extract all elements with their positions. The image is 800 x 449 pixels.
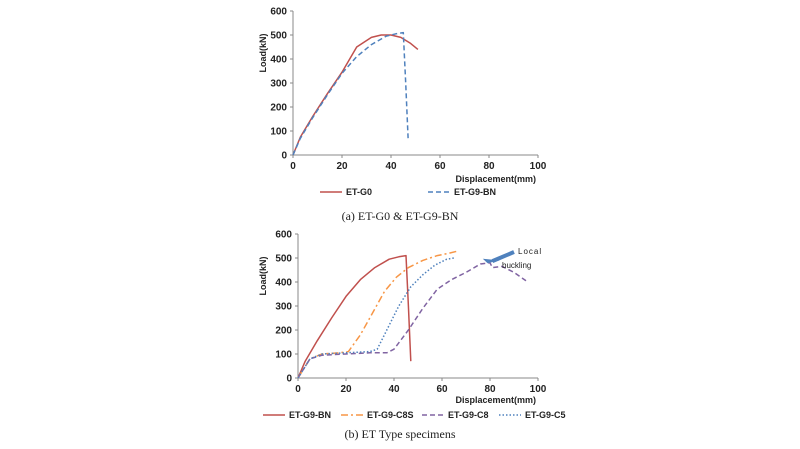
- x-tick-label: 80: [484, 384, 496, 395]
- annotation-line2: buckling: [502, 261, 531, 270]
- legend-label: ET-G9-C8: [448, 410, 489, 420]
- x-tick-label: 0: [295, 384, 301, 395]
- x-tick-label: 20: [340, 384, 352, 395]
- annotation-line1: Local: [518, 247, 542, 256]
- y-tick-label: 600: [270, 7, 287, 18]
- y-tick-label: 300: [275, 302, 292, 313]
- y-tick-label: 500: [270, 31, 287, 42]
- y-axis-label: Load(kN): [258, 34, 268, 73]
- x-axis-label: Displacement(mm): [455, 395, 536, 405]
- legend-label: ET-G9-C5: [525, 410, 566, 420]
- series-line-et-g9-bn: [292, 31, 409, 156]
- y-tick-label: 300: [270, 79, 287, 90]
- x-tick-label: 40: [385, 161, 397, 172]
- x-tick-label: 100: [530, 384, 547, 395]
- y-tick-label: 600: [275, 230, 292, 241]
- series-line-et-g9-c8s: [297, 250, 459, 379]
- local-buckling-arrow: [491, 250, 515, 263]
- legend-label: ET-G9-C8S: [367, 410, 414, 420]
- x-tick-label: 80: [483, 161, 495, 172]
- series-line-et-g0: [292, 34, 419, 156]
- x-tick-label: 40: [388, 384, 400, 395]
- y-tick-label: 500: [275, 254, 292, 265]
- series-line-et-g9-c5: [297, 257, 455, 379]
- chart-b: 0 100 200 300 400 500 600 0 20 40 60 80 100 Load(kN) D…: [258, 230, 566, 421]
- x-tick-label: 60: [436, 384, 448, 395]
- y-tick-label: 400: [275, 278, 292, 289]
- legend-label: ET-G9-BN: [454, 187, 496, 197]
- legend-label: ET-G0: [346, 187, 372, 197]
- arrow-head-icon: [482, 258, 500, 264]
- series-line-et-g9-bn: [297, 254, 412, 379]
- y-axis-label: Load(kN): [258, 257, 268, 296]
- y-tick-label: 200: [270, 103, 287, 114]
- chart-a: 0 100 200 300 400 500 600 0 20 40 60 80 100 Load(kN) D…: [258, 7, 547, 198]
- y-tick-label: 400: [270, 55, 287, 66]
- x-tick-label: 100: [530, 161, 547, 172]
- x-tick-label: 0: [290, 161, 296, 172]
- y-tick-label: 0: [286, 374, 292, 385]
- series-line-et-g9-c8: [297, 262, 527, 379]
- caption-a: (a) ET-G0 & ET-G9-BN: [342, 209, 459, 223]
- y-tick-label: 100: [270, 127, 287, 138]
- y-tick-label: 100: [275, 350, 292, 361]
- x-tick-label: 60: [434, 161, 446, 172]
- y-tick-label: 200: [275, 326, 292, 337]
- caption-b: (b) ET Type specimens: [344, 427, 455, 441]
- x-axis-label: Displacement(mm): [455, 174, 536, 184]
- y-tick-label: 0: [281, 151, 287, 162]
- x-tick-label: 20: [336, 161, 348, 172]
- legend-label: ET-G9-BN: [289, 410, 331, 420]
